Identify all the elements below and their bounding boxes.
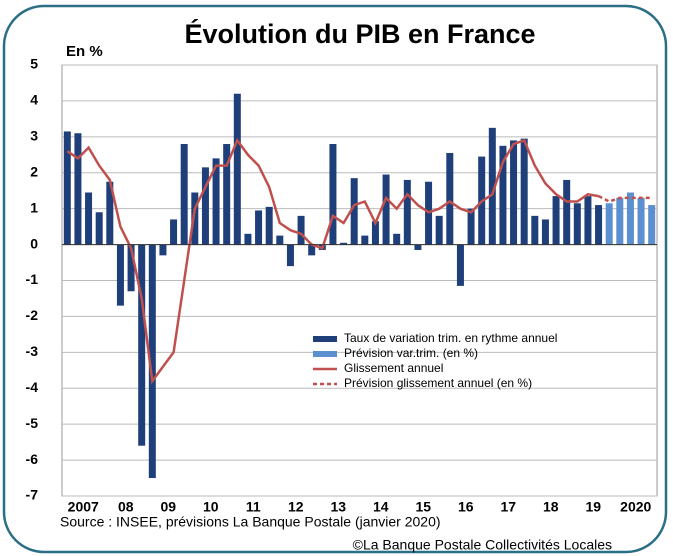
bar xyxy=(276,235,284,245)
bar xyxy=(138,244,146,446)
bar xyxy=(382,174,390,245)
x-tick-label: 08 xyxy=(118,499,134,515)
y-tick-label: -3 xyxy=(26,343,39,359)
legend-swatch xyxy=(313,351,337,357)
bar xyxy=(159,244,167,256)
x-tick-label: 12 xyxy=(288,499,304,515)
bar xyxy=(371,221,379,245)
bar xyxy=(265,206,273,245)
bar xyxy=(95,212,103,245)
bar xyxy=(127,244,135,292)
y-tick-label: -5 xyxy=(26,415,39,431)
line xyxy=(66,137,599,385)
bar xyxy=(446,152,454,245)
y-tick-label: 1 xyxy=(30,199,38,215)
bar xyxy=(605,203,613,245)
y-tick-label: 0 xyxy=(30,235,38,251)
bar xyxy=(148,244,156,479)
y-axis-label: En % xyxy=(66,43,103,60)
bar xyxy=(595,205,603,245)
x-tick-label: 18 xyxy=(543,499,559,515)
y-tick-label: -2 xyxy=(26,307,39,323)
x-tick-label: 15 xyxy=(415,499,431,515)
bar xyxy=(552,196,560,245)
x-tick-label: 17 xyxy=(500,499,516,515)
bar xyxy=(191,192,199,245)
y-tick-label: 5 xyxy=(30,56,38,72)
bar xyxy=(531,215,539,245)
bar xyxy=(361,235,369,245)
bar xyxy=(340,242,348,245)
bar xyxy=(414,244,422,250)
bar xyxy=(456,244,464,286)
bar xyxy=(510,140,518,245)
x-tick-label: 2020 xyxy=(620,499,651,515)
bar xyxy=(170,219,178,245)
y-tick-label: -7 xyxy=(26,487,39,503)
legend-label: Taux de variation trim. en rythme annuel xyxy=(344,331,557,345)
bar xyxy=(255,210,263,245)
legend-label: Prévision glissement annuel (en %) xyxy=(344,376,532,390)
y-tick-label: -4 xyxy=(26,379,39,395)
copyright: ©La Banque Postale Collectivités Locales xyxy=(353,537,612,553)
y-tick-label: -6 xyxy=(26,451,39,467)
bar xyxy=(180,144,188,245)
x-tick-label: 14 xyxy=(373,499,389,515)
bar xyxy=(233,93,241,245)
legend-label: Prévision var.trim. (en %) xyxy=(344,346,478,360)
bar xyxy=(212,158,220,245)
x-tick-label: 13 xyxy=(330,499,346,515)
bar xyxy=(520,138,528,245)
x-tick-label: 16 xyxy=(458,499,474,515)
bar xyxy=(393,233,401,245)
bar xyxy=(63,131,71,245)
y-tick-label: 2 xyxy=(30,163,38,179)
x-tick-label: 10 xyxy=(203,499,219,515)
x-tick-label: 09 xyxy=(160,499,176,515)
bar xyxy=(648,205,656,245)
bar xyxy=(573,203,581,245)
bar xyxy=(616,197,624,245)
bar xyxy=(637,197,645,245)
bar xyxy=(297,215,305,245)
bar xyxy=(308,244,316,256)
bar xyxy=(329,144,337,245)
chart-title: Évolution du PIB en France xyxy=(184,18,535,49)
x-tick-label: 11 xyxy=(246,499,261,515)
bar xyxy=(488,127,496,245)
legend-swatch xyxy=(313,336,337,342)
bar xyxy=(286,244,294,267)
bar xyxy=(626,192,634,245)
bar xyxy=(350,178,358,245)
bar xyxy=(563,179,571,245)
legend-label: Glissement annuel xyxy=(344,361,443,375)
y-tick-label: 4 xyxy=(30,92,38,108)
bar xyxy=(116,244,124,306)
source: Source : INSEE, prévisions La Banque Pos… xyxy=(60,514,441,530)
bar xyxy=(541,219,549,245)
bar xyxy=(223,144,231,245)
x-tick-label: 2007 xyxy=(68,499,99,515)
y-tick-label: 3 xyxy=(30,128,38,144)
bar xyxy=(499,145,507,245)
bar xyxy=(74,133,82,245)
bar xyxy=(403,179,411,245)
bar xyxy=(106,181,114,245)
y-tick-label: -1 xyxy=(26,271,39,287)
x-tick-label: 19 xyxy=(585,499,601,515)
line xyxy=(598,194,652,203)
bar xyxy=(467,208,475,245)
bar xyxy=(584,196,592,245)
bar xyxy=(244,233,252,245)
bar xyxy=(435,215,443,245)
bar xyxy=(201,167,209,245)
bar xyxy=(85,192,93,245)
